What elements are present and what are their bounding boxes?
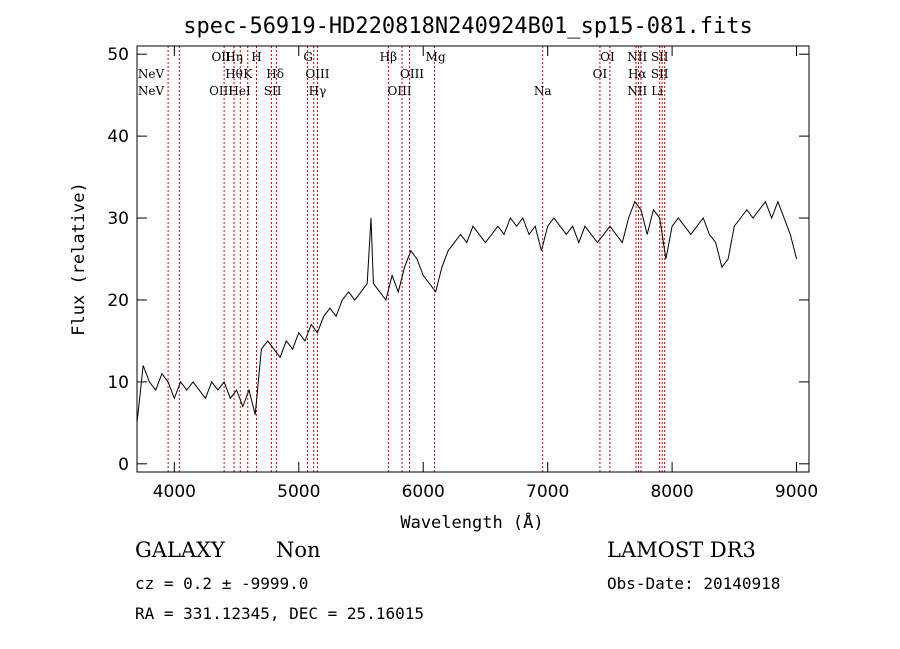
y-tick-label: 50 [107, 45, 129, 65]
observation-date: Obs-Date: 20140918 [607, 574, 781, 593]
y-tick-label: 40 [107, 127, 129, 147]
survey-name: LAMOST DR3 [607, 538, 756, 562]
x-tick-label: 4000 [153, 482, 196, 502]
line-label: OIII [305, 67, 329, 81]
line-label: Mg [426, 50, 446, 64]
y-axis-ticks: 0 10 20 30 40 50 [107, 45, 809, 475]
object-subclass: Non [276, 538, 321, 562]
line-label: Hθ [225, 67, 243, 81]
line-label: NII [627, 84, 647, 98]
line-label: NeV [138, 67, 165, 81]
y-axis-label: Flux (relative) [69, 182, 89, 336]
line-label: SII [651, 50, 669, 64]
y-tick-label: 10 [107, 373, 129, 393]
x-axis-ticks: 4000 5000 6000 7000 8000 9000 [153, 46, 818, 502]
line-label: NII [627, 50, 647, 64]
line-label: NeV [138, 84, 165, 98]
object-class: GALAXY [135, 538, 225, 562]
x-axis-label: Wavelength (Å) [400, 511, 543, 533]
ra-dec: RA = 331.12345, DEC = 25.16015 [135, 604, 424, 623]
line-label: Na [534, 84, 552, 98]
line-labels: NeVNeVOIIOIIIHηHθHeIKHHδSIIGOIIIHγHβOIII… [138, 50, 669, 98]
flux-series [136, 200, 798, 423]
line-label: Hα [628, 67, 647, 81]
line-label: Hβ [380, 50, 397, 64]
y-tick-label: 20 [107, 291, 129, 311]
x-tick-label: 7000 [526, 482, 569, 502]
x-tick-label: 6000 [402, 482, 445, 502]
x-tick-label: 8000 [650, 482, 693, 502]
line-label: K [243, 67, 253, 81]
line-label: SII [264, 84, 282, 98]
flux-line [136, 200, 798, 423]
line-label: Hγ [309, 84, 327, 98]
line-label: Hδ [266, 67, 284, 81]
y-tick-label: 30 [107, 209, 129, 229]
line-label: Li [651, 84, 663, 98]
line-label: OIII [400, 67, 424, 81]
line-label: HeI [228, 84, 251, 98]
line-label: SII [651, 67, 669, 81]
line-markers [167, 46, 666, 472]
line-label: H [251, 50, 261, 64]
x-tick-label: 9000 [775, 482, 818, 502]
line-label: OI [600, 50, 615, 64]
plot-frame [136, 45, 810, 473]
line-label: OII [211, 50, 231, 64]
line-label: OIII [209, 84, 233, 98]
y-tick-label: 0 [118, 455, 129, 475]
redshift-cz: cz = 0.2 ± -9999.0 [135, 574, 309, 593]
line-label: OIII [388, 84, 412, 98]
line-label: Hη [225, 50, 243, 64]
x-tick-label: 5000 [277, 482, 320, 502]
line-label: G [303, 50, 313, 64]
chart-title: spec-56919-HD220818N240924B01_sp15-081.f… [183, 14, 753, 39]
line-label: OI [593, 67, 608, 81]
